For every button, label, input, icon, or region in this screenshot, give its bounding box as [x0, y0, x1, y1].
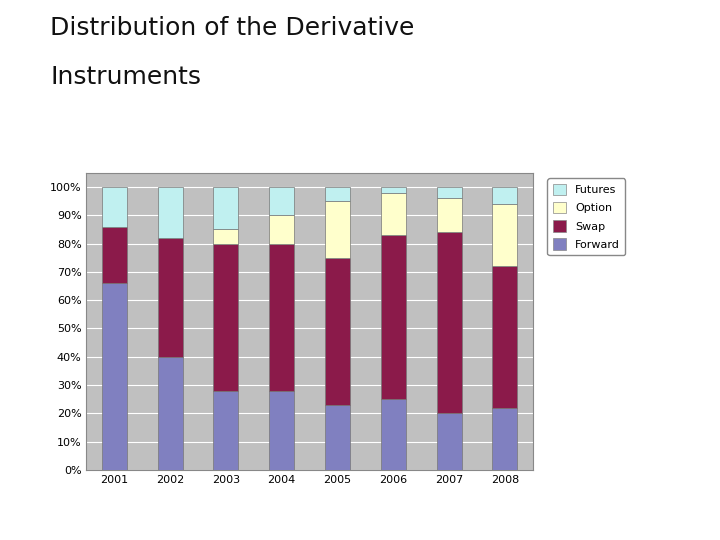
Bar [213, 244, 238, 390]
Bar [213, 187, 238, 230]
Bar [158, 187, 183, 238]
Bar [325, 258, 350, 405]
Bar [492, 204, 518, 266]
Bar [436, 413, 462, 470]
Bar [269, 390, 294, 470]
Text: Instruments: Instruments [50, 65, 202, 89]
Bar [269, 215, 294, 244]
Bar [269, 244, 294, 390]
Bar [492, 408, 518, 470]
Bar [492, 187, 518, 204]
Bar [436, 232, 462, 413]
Bar [436, 198, 462, 232]
Bar [269, 187, 294, 215]
Bar [325, 201, 350, 258]
Bar [381, 235, 406, 399]
Bar [213, 230, 238, 244]
Bar [102, 283, 127, 470]
Bar [102, 187, 127, 227]
Bar [492, 266, 518, 408]
Bar [325, 405, 350, 470]
Bar [381, 399, 406, 470]
Text: Distribution of the Derivative: Distribution of the Derivative [50, 16, 415, 40]
Bar [381, 187, 406, 193]
Bar [213, 390, 238, 470]
Legend: Futures, Option, Swap, Forward: Futures, Option, Swap, Forward [547, 178, 626, 255]
Bar [158, 356, 183, 470]
Bar [436, 187, 462, 198]
Bar [158, 238, 183, 356]
Bar [381, 193, 406, 235]
Bar [102, 227, 127, 283]
Bar [325, 187, 350, 201]
